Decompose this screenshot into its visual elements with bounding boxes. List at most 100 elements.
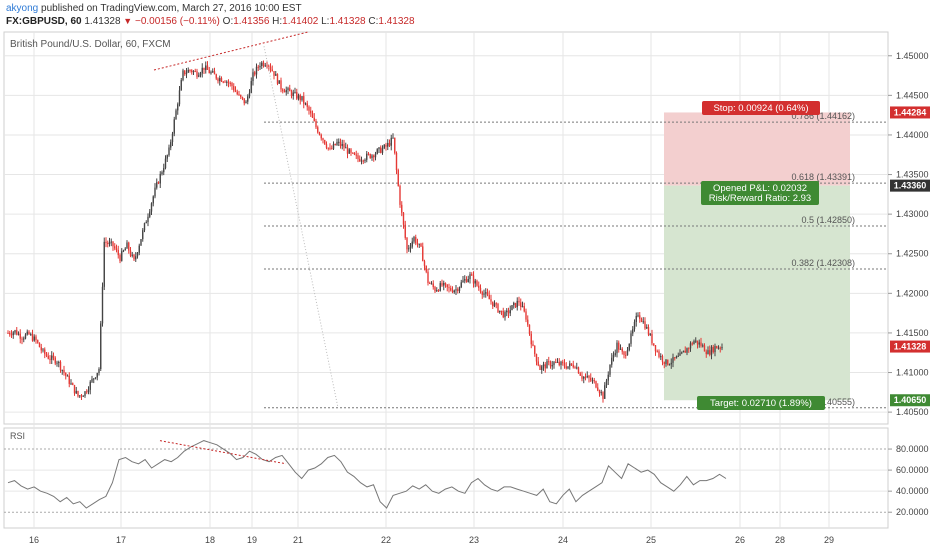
candle-body	[658, 351, 660, 357]
price-axis-badge: 1.43360	[890, 179, 930, 192]
candle-body	[254, 72, 256, 75]
candle-body	[696, 340, 699, 345]
candle-body	[565, 366, 567, 369]
candle-body	[100, 323, 102, 369]
candle-body	[103, 241, 105, 287]
candle-body	[667, 359, 669, 365]
candle-body	[437, 290, 440, 292]
candle-body	[70, 383, 72, 385]
candle-body	[499, 310, 501, 313]
candle-body	[451, 290, 454, 293]
candle-body	[47, 355, 49, 359]
candle-body	[136, 252, 139, 257]
candle-body	[402, 212, 405, 225]
stop-badge: Stop: 0.00924 (0.64%)	[702, 101, 820, 115]
candle-body	[710, 346, 713, 355]
candle-body	[597, 387, 599, 391]
candle-body	[576, 367, 578, 369]
candle-body	[649, 333, 651, 335]
candle-body	[542, 364, 545, 367]
candle-body	[506, 310, 508, 313]
rsi-tick-label: 80.0000	[896, 444, 929, 454]
price-chart[interactable]: 0.786 (1.44162) 0.618 (1.43391) 0.5 (1.428…	[0, 28, 932, 550]
candle-body	[712, 346, 714, 353]
candle-body	[262, 62, 265, 66]
candle-body	[138, 245, 140, 253]
candle-body	[716, 346, 718, 349]
candle-body	[663, 361, 665, 365]
candle-body	[581, 375, 583, 379]
candle-body	[175, 110, 177, 120]
candle-body	[259, 66, 261, 68]
fib-label: 0.5 (1.42850)	[801, 215, 855, 225]
candle-body	[84, 391, 86, 396]
candle-body	[583, 376, 585, 379]
candle-body	[555, 362, 557, 364]
candle-body	[219, 78, 221, 82]
candle-body	[705, 351, 707, 355]
candle-body	[171, 133, 174, 143]
candle-body	[514, 302, 517, 308]
candle-body	[252, 72, 254, 82]
candle-body	[546, 361, 548, 369]
candle-body	[9, 332, 11, 335]
candle-body	[446, 284, 448, 288]
candle-body	[269, 66, 272, 70]
candle-body	[588, 375, 590, 378]
candle-body	[359, 158, 361, 162]
high-label: H:	[272, 16, 283, 27]
candle-body	[464, 279, 466, 281]
candle-body	[714, 346, 716, 353]
candle-body	[500, 310, 503, 312]
candle-body	[415, 237, 417, 244]
candle-body	[341, 144, 343, 146]
candle-body	[488, 295, 490, 300]
candle-body	[68, 375, 70, 384]
candle-body	[268, 65, 270, 67]
author-link[interactable]: akyong	[6, 3, 39, 14]
candle-body	[33, 336, 35, 341]
candle-body	[273, 71, 275, 76]
candle-body	[434, 287, 436, 292]
candle-body	[98, 368, 100, 373]
candle-body	[369, 154, 371, 159]
candle-body	[390, 137, 392, 146]
candle-body	[618, 342, 620, 350]
candle-body	[12, 332, 14, 336]
candle-body	[429, 282, 431, 284]
candle-body	[478, 285, 480, 288]
candle-body	[142, 230, 144, 240]
candle-body	[338, 141, 340, 143]
candle-body	[217, 78, 219, 82]
candle-body	[243, 98, 245, 104]
candle-body	[196, 71, 198, 77]
time-tick-label: 25	[646, 535, 656, 545]
candle-body	[630, 333, 632, 344]
candle-body	[166, 155, 168, 159]
candle-body	[75, 390, 77, 394]
candle-body	[717, 347, 720, 349]
candle-body	[474, 280, 476, 284]
stop-badge-text: Stop: 0.00924 (0.64%)	[713, 103, 808, 114]
candle-body	[590, 377, 592, 381]
rsi-divergence-line	[159, 440, 287, 465]
candle-body	[493, 303, 496, 307]
candle-body	[122, 250, 125, 252]
candle-body	[628, 343, 630, 351]
price-tick-label: 1.45000	[896, 51, 929, 61]
candle-body	[26, 331, 28, 335]
candle-body	[177, 104, 179, 111]
candle-body	[339, 141, 342, 146]
time-tick-label: 19	[247, 535, 257, 545]
close-label: C:	[368, 16, 379, 27]
down-arrow-icon: ▼	[123, 16, 133, 26]
candle-body	[691, 343, 693, 345]
open-value: 1.41356	[233, 16, 270, 27]
candle-body	[168, 147, 170, 156]
candle-body	[115, 248, 118, 250]
candle-body	[355, 154, 357, 156]
candle-body	[222, 81, 224, 83]
candle-body	[210, 72, 212, 74]
candle-body	[16, 330, 18, 335]
candle-body	[194, 71, 196, 73]
